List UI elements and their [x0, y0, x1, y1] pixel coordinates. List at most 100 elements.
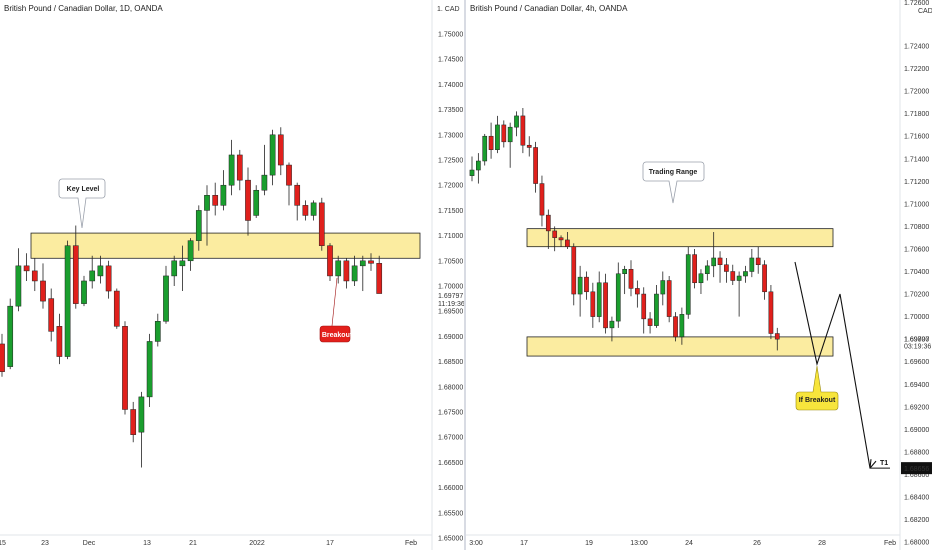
bullish-candle[interactable] [15, 265, 22, 307]
bullish-candle[interactable] [97, 265, 104, 277]
bearish-candle[interactable] [286, 164, 292, 186]
bullish-candle[interactable] [335, 260, 342, 277]
bearish-candle[interactable] [571, 246, 577, 295]
bearish-candle[interactable] [774, 333, 780, 340]
bearish-candle[interactable] [302, 205, 309, 216]
bullish-candle[interactable] [359, 260, 366, 267]
bearish-candle[interactable] [558, 237, 564, 241]
bullish-candle[interactable] [615, 273, 621, 322]
bullish-candle[interactable] [469, 169, 475, 176]
bullish-candle[interactable] [749, 257, 755, 272]
bullish-candle[interactable] [204, 195, 210, 211]
bearish-candle[interactable] [277, 134, 284, 166]
bullish-candle[interactable] [514, 115, 519, 128]
bullish-candle[interactable] [195, 210, 202, 241]
bearish-candle[interactable] [212, 195, 219, 206]
bearish-candle[interactable] [327, 245, 333, 277]
bullish-candle[interactable] [171, 260, 178, 277]
bearish-candle[interactable] [23, 265, 30, 272]
bearish-candle[interactable] [755, 257, 761, 265]
bullish-candle[interactable] [685, 254, 691, 315]
bearish-candle[interactable] [520, 115, 526, 146]
bearish-candle[interactable] [768, 291, 774, 334]
bullish-candle[interactable] [154, 321, 161, 342]
bearish-candle[interactable] [717, 257, 723, 265]
bullish-candle[interactable] [81, 280, 87, 304]
bullish-candle[interactable] [507, 126, 513, 143]
bearish-candle[interactable] [603, 282, 608, 329]
bullish-candle[interactable] [179, 260, 186, 267]
bearish-candle[interactable] [539, 183, 545, 216]
bearish-candle[interactable] [526, 144, 532, 148]
bullish-candle[interactable] [187, 240, 194, 262]
bullish-candle[interactable] [351, 265, 358, 282]
bearish-candle[interactable] [105, 265, 112, 292]
bullish-candle[interactable] [654, 293, 659, 326]
bullish-candle[interactable] [577, 276, 583, 295]
bullish-candle[interactable] [269, 134, 276, 176]
bearish-candle[interactable] [294, 184, 301, 206]
bearish-candle[interactable] [501, 124, 507, 143]
bearish-candle[interactable] [343, 260, 350, 282]
bearish-candle[interactable] [647, 318, 653, 326]
bullish-candle[interactable] [609, 320, 615, 329]
bullish-candle[interactable] [698, 273, 704, 284]
bearish-candle[interactable] [245, 179, 251, 221]
bullish-candle[interactable] [736, 275, 742, 281]
bullish-candle[interactable] [146, 341, 153, 398]
projected-path-line[interactable] [794, 261, 890, 469]
bearish-candle[interactable] [724, 264, 729, 272]
bullish-candle[interactable] [596, 282, 602, 317]
bullish-candle[interactable] [476, 160, 481, 171]
bearish-candle[interactable] [130, 409, 137, 435]
daily-chart-canvas[interactable]: 1. CAD 1.75000 1.74500 1.74000 1.73500 1.7300… [0, 0, 465, 550]
bearish-candle[interactable] [673, 316, 678, 338]
bullish-candle[interactable] [64, 245, 71, 357]
bearish-candle[interactable] [666, 280, 672, 317]
bullish-candle[interactable] [622, 268, 627, 275]
bearish-candle[interactable] [236, 154, 243, 181]
trading-range-bottom-zone[interactable] [526, 336, 834, 357]
trading-range-top-zone[interactable] [526, 228, 834, 248]
bullish-candle[interactable] [7, 305, 14, 367]
bullish-candle[interactable] [138, 396, 145, 433]
bullish-candle[interactable] [711, 257, 717, 267]
bullish-candle[interactable] [495, 124, 500, 150]
bullish-candle[interactable] [704, 265, 710, 275]
bearish-candle[interactable] [692, 254, 697, 284]
bearish-candle[interactable] [545, 214, 551, 232]
bullish-candle[interactable] [253, 189, 260, 216]
bearish-candle[interactable] [533, 147, 538, 184]
bearish-candle[interactable] [376, 263, 383, 294]
bearish-candle[interactable] [72, 245, 79, 304]
bearish-candle[interactable] [590, 291, 596, 317]
bullish-candle[interactable] [679, 314, 685, 338]
bearish-candle[interactable] [641, 293, 647, 320]
bearish-candle[interactable] [552, 230, 558, 238]
bullish-candle[interactable] [660, 280, 666, 295]
key-level-zone[interactable] [30, 232, 421, 259]
bullish-candle[interactable] [220, 184, 227, 206]
panel-divider[interactable] [464, 0, 466, 550]
bullish-candle[interactable] [89, 270, 96, 282]
bearish-candle[interactable] [56, 326, 63, 357]
bearish-candle[interactable] [565, 239, 570, 247]
bearish-candle[interactable] [40, 280, 46, 302]
bearish-candle[interactable] [48, 298, 55, 332]
bearish-candle[interactable] [122, 326, 128, 410]
bearish-candle[interactable] [113, 290, 120, 327]
bullish-candle[interactable] [743, 271, 748, 277]
bearish-candle[interactable] [368, 260, 374, 264]
bullish-candle[interactable] [482, 135, 488, 162]
bearish-candle[interactable] [0, 343, 5, 372]
bearish-candle[interactable] [318, 202, 325, 246]
bullish-candle[interactable] [228, 154, 235, 186]
bullish-candle[interactable] [310, 202, 317, 216]
bullish-candle[interactable] [261, 174, 268, 191]
4h-chart-panel[interactable]: 1.72600 CAD 1.72400 1.72200 1.72000 1.71800 1.… [466, 0, 932, 550]
bearish-candle[interactable] [762, 264, 767, 293]
bullish-candle[interactable] [163, 275, 169, 322]
bearish-candle[interactable] [628, 268, 634, 289]
bearish-candle[interactable] [730, 271, 736, 281]
